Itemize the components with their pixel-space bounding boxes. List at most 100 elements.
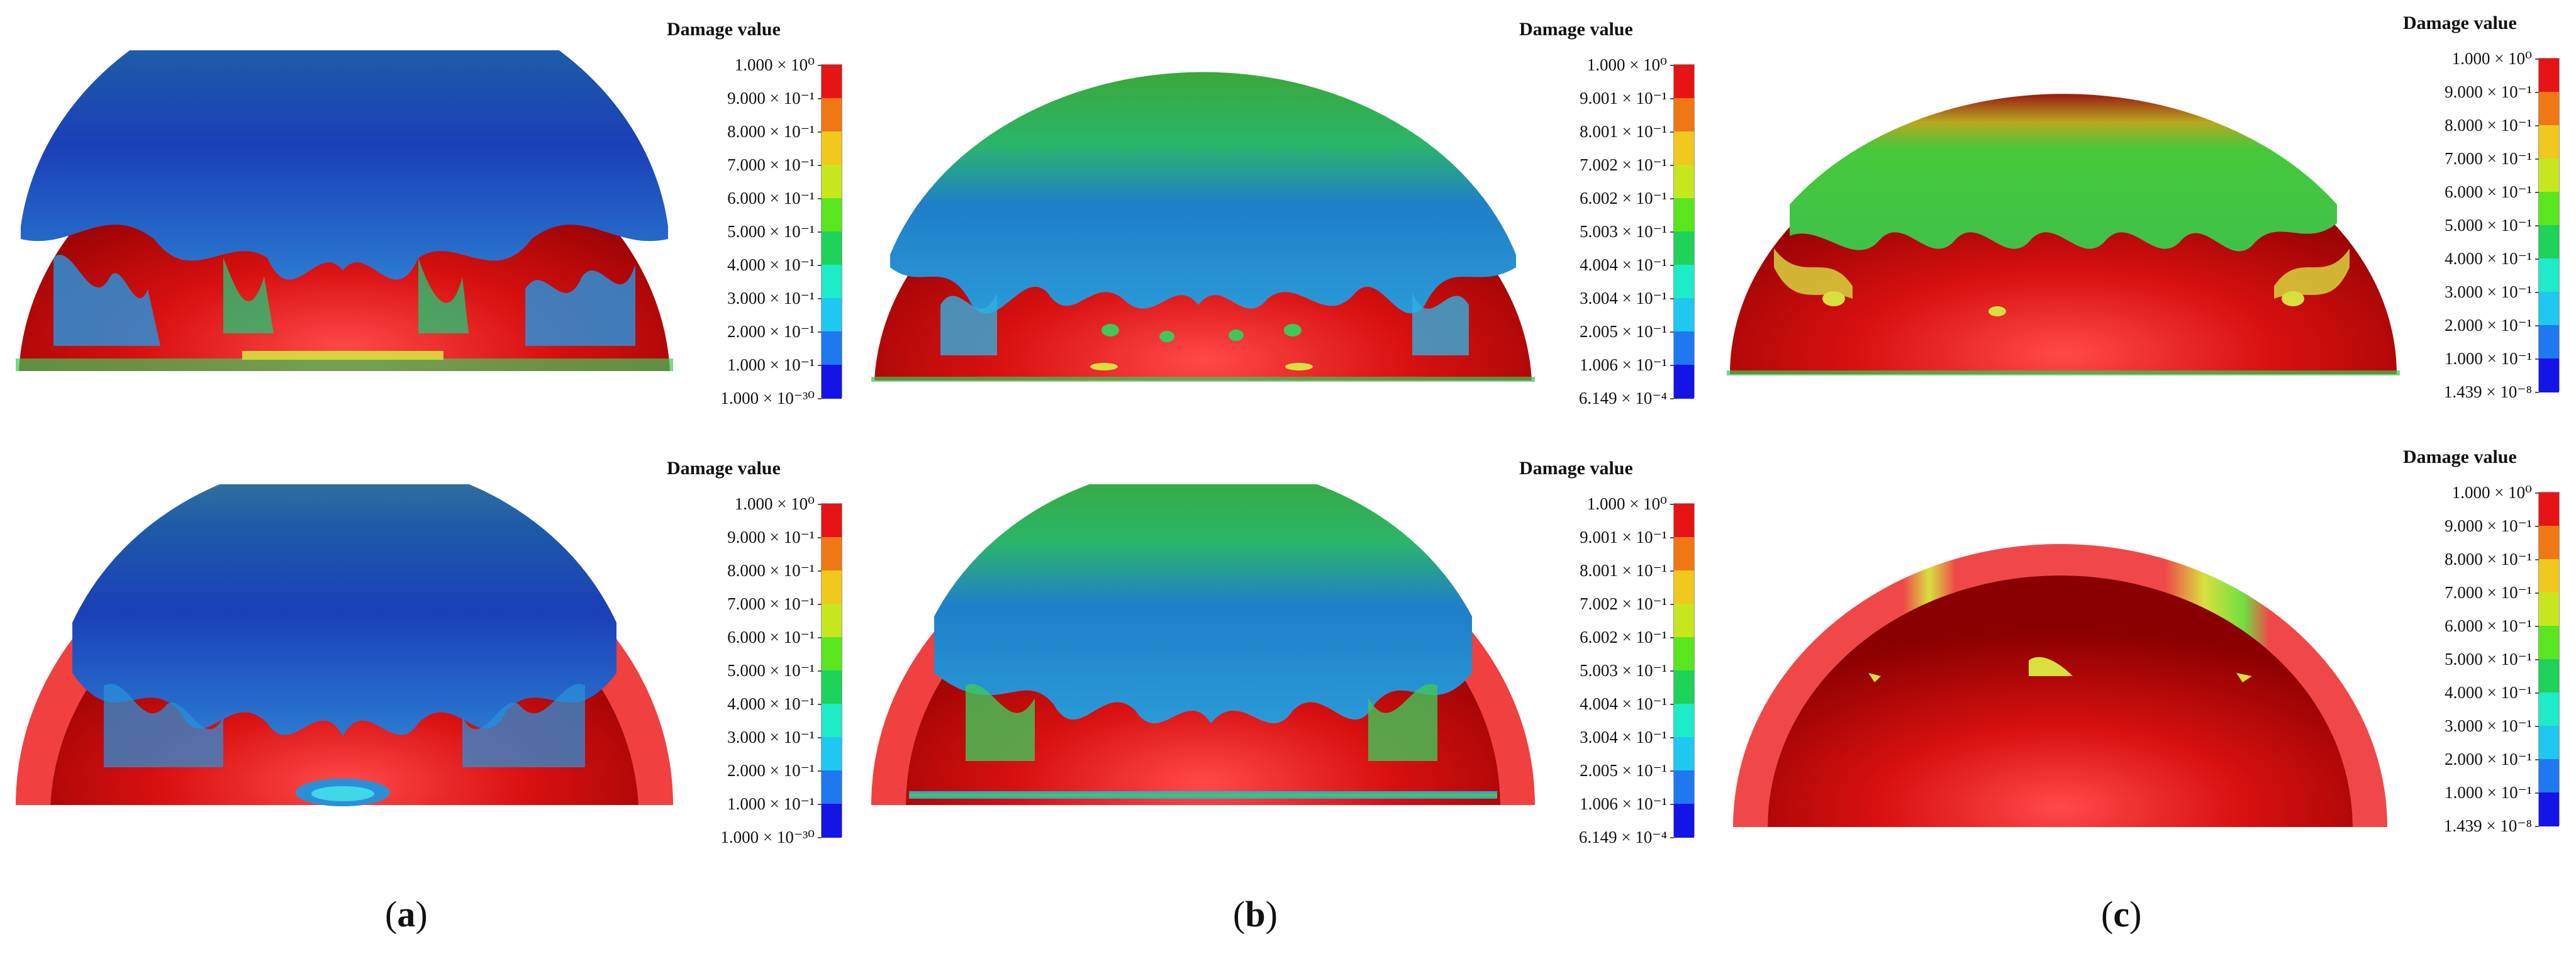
- colorbar-swatch: [1674, 365, 1694, 399]
- colorbar-tick: [2535, 292, 2539, 293]
- colorbar-swatch: [1674, 570, 1694, 604]
- colorbar-tick: [818, 737, 822, 738]
- scale-label: 9.000 × 10⁻¹: [2445, 516, 2532, 535]
- colorbar-swatch: [1674, 331, 1694, 365]
- colorbar-tick: [1670, 65, 1674, 66]
- scale-label: 5.003 × 10⁻¹: [1580, 222, 1667, 241]
- colorbar-swatch: [822, 737, 842, 771]
- legend-title: Damage value: [1519, 19, 1633, 40]
- colorbar: [818, 64, 842, 399]
- scale-label: 3.004 × 10⁻¹: [1580, 728, 1667, 747]
- colorbar-swatch: [1674, 604, 1694, 638]
- scale-label: 6.002 × 10⁻¹: [1580, 189, 1667, 208]
- scale-label: 9.001 × 10⁻¹: [1580, 89, 1667, 108]
- colorbar-swatch: [822, 365, 842, 399]
- legend-c-bottom: Damage value 1.000 × 10⁰ 9.000 × 10⁻¹ 8.00…: [2384, 447, 2567, 849]
- colorbar-tick: [2535, 225, 2539, 226]
- colorbar-swatch: [1674, 504, 1694, 538]
- colorbar-swatch: [2539, 792, 2559, 826]
- scale-label: 6.000 × 10⁻¹: [2445, 616, 2532, 635]
- colorbar-tick: [818, 537, 822, 538]
- colorbar: [818, 503, 842, 838]
- scale-label: 9.000 × 10⁻¹: [2445, 82, 2532, 101]
- colorbar-tick: [1670, 265, 1674, 266]
- colorbar-tick: [2535, 526, 2539, 527]
- colorbar-tick: [1670, 604, 1674, 605]
- colorbar-swatch: [1674, 537, 1694, 571]
- colorbar: [2535, 492, 2560, 827]
- colorbar-swatch: [822, 604, 842, 638]
- colorbar-swatch: [2539, 325, 2559, 359]
- colorbar-swatch: [1674, 231, 1694, 265]
- colorbar-swatch: [2539, 559, 2559, 593]
- legend-b-bottom: Damage value 1.000 × 10⁰ 9.001 × 10⁻¹ 8.00…: [1519, 458, 1702, 860]
- scale-label: 1.000 × 10⁰: [1586, 55, 1667, 74]
- colorbar-swatch: [2539, 92, 2559, 126]
- colorbar-tick: [818, 704, 822, 705]
- colorbar-swatch: [2539, 158, 2559, 192]
- colorbar-tick: [818, 637, 822, 638]
- colorbar-swatch: [822, 231, 842, 265]
- scale-label: 6.149 × 10⁻⁴: [1578, 828, 1667, 847]
- colorbar-tick: [818, 398, 822, 399]
- scale-label: 9.000 × 10⁻¹: [727, 89, 815, 108]
- colorbar-tick: [818, 265, 822, 266]
- colorbar-tick: [2535, 492, 2539, 494]
- scale-label: 9.000 × 10⁻¹: [727, 528, 815, 547]
- colorbar-tick: [1670, 504, 1674, 505]
- scale-label: 7.000 × 10⁻¹: [727, 594, 815, 613]
- scale-label: 2.000 × 10⁻¹: [727, 761, 815, 780]
- colorbar: [1670, 503, 1695, 838]
- colorbar-tick: [2535, 92, 2539, 93]
- colorbar-swatch: [822, 298, 842, 332]
- colorbar-tick: [2535, 592, 2539, 594]
- dome-b-top: [871, 72, 1535, 382]
- colorbar-swatch: [2539, 526, 2559, 560]
- scale-label: 8.000 × 10⁻¹: [2445, 550, 2532, 569]
- scale-label: 8.000 × 10⁻¹: [727, 561, 815, 580]
- colorbar-swatch: [822, 331, 842, 365]
- colorbar-swatch: [2539, 659, 2559, 693]
- scale-label: 1.000 × 10⁰: [1586, 494, 1667, 513]
- scale-label: 2.000 × 10⁻¹: [2445, 750, 2532, 769]
- colorbar-swatch: [822, 570, 842, 604]
- colorbar-tick: [818, 770, 822, 772]
- scale-label: 1.000 × 10⁻¹: [727, 355, 815, 374]
- colorbar-tick: [1670, 165, 1674, 166]
- scale-label: 3.000 × 10⁻¹: [727, 728, 815, 747]
- scale-label: 8.000 × 10⁻¹: [727, 122, 815, 141]
- colorbar-tick: [2535, 692, 2539, 694]
- colorbar-swatch: [822, 504, 842, 538]
- scale-label: 7.000 × 10⁻¹: [2445, 583, 2532, 602]
- scale-label: 5.003 × 10⁻¹: [1580, 661, 1667, 680]
- colorbar-tick: [1670, 398, 1674, 399]
- colorbar-swatch: [822, 165, 842, 199]
- legend-a-bottom: Damage value 1.000 × 10⁰ 9.000 × 10⁻¹ 8.00…: [667, 458, 849, 860]
- scale-label: 2.000 × 10⁻¹: [727, 322, 815, 341]
- dome-c-bottom: [1733, 544, 2387, 827]
- colorbar-tick: [2535, 659, 2539, 660]
- colorbar-tick: [1670, 331, 1674, 333]
- colorbar-tick: [818, 165, 822, 166]
- colorbar-tick: [1670, 837, 1674, 838]
- colorbar-tick: [818, 131, 822, 133]
- legend-c-top: Damage value 1.000 × 10⁰ 9.000 × 10⁻¹ 8.00…: [2384, 13, 2567, 415]
- scale-label: 1.439 × 10⁻⁸: [2443, 382, 2532, 401]
- colorbar-swatch: [1674, 637, 1694, 671]
- scale-label: 1.000 × 10⁻³⁰: [720, 389, 815, 408]
- colorbar-tick: [2535, 392, 2539, 393]
- scale-label: 6.000 × 10⁻¹: [2445, 182, 2532, 201]
- legend-title: Damage value: [1519, 458, 1633, 479]
- colorbar-tick: [818, 365, 822, 366]
- scale-label: 9.001 × 10⁻¹: [1580, 528, 1667, 547]
- colorbar-tick: [1670, 131, 1674, 133]
- dome-a-top: [16, 50, 673, 371]
- colorbar: [2535, 58, 2560, 393]
- colorbar-tick: [2535, 792, 2539, 794]
- scale-label: 7.000 × 10⁻¹: [727, 155, 815, 174]
- legend-b-top: Damage value 1.000 × 10⁰ 9.001 × 10⁻¹ 8.00…: [1519, 19, 1702, 421]
- colorbar-tick: [2535, 258, 2539, 260]
- scale-label: 1.000 × 10⁻³⁰: [720, 828, 815, 847]
- dome-a-bottom: [16, 484, 673, 806]
- scale-label: 1.006 × 10⁻¹: [1580, 355, 1667, 374]
